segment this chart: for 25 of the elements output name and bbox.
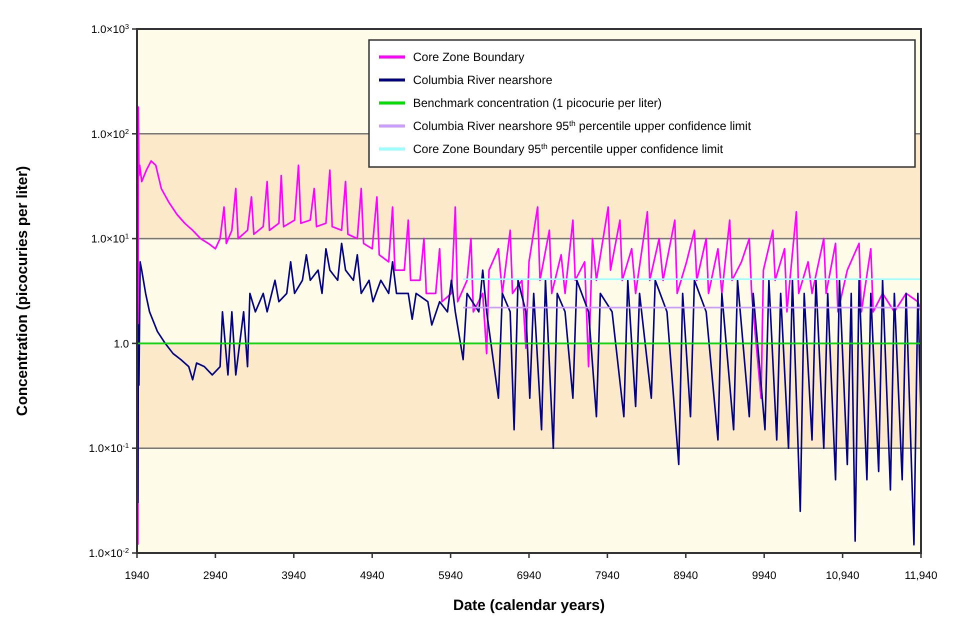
y-tick-label: 1.0×10$^{-2}$ [88, 547, 130, 560]
y-tick-label: 1.0×10$^{2}$ [91, 128, 130, 141]
y-axis-title: Concentration (picocuries per liter) [14, 166, 31, 416]
x-tick-label: 7940 [595, 570, 620, 582]
x-tick-label: 5940 [438, 570, 463, 582]
legend-label: Columbia River nearshore [413, 73, 553, 87]
x-axis-title: Date (calendar years) [453, 597, 605, 614]
x-tick-label: 4940 [360, 570, 384, 582]
y-tick-label: 1.0×10$^{1}$ [91, 232, 130, 246]
x-tick-label: 10,940 [826, 570, 860, 582]
line-series [137, 242, 921, 546]
legend-label: Benchmark concentration (1 picocurie per liter) [413, 96, 662, 110]
y-tick-label: 1.0 [114, 338, 129, 350]
x-tick-label: 8940 [674, 570, 698, 582]
x-tick-label: 11,940 [904, 570, 938, 582]
y-tick-label: 1.0×10$^{-1}$ [88, 442, 130, 456]
x-tick-label: 6940 [516, 570, 542, 582]
x-tick-label: 3940 [282, 570, 306, 582]
legend-label: Core Zone Boundary [413, 50, 524, 64]
y-tick-label: 1.0×10$^{3}$ [91, 23, 130, 36]
legend-label: Core Zone Boundary 95$^{th}$ percentile upper confidence limit [413, 142, 724, 156]
x-tick-label: 1940 [124, 570, 150, 582]
legend-label: Columbia River nearshore 95$^{th}$ percentile upper confidence limit [413, 118, 752, 133]
x-tick-label: 9940 [752, 570, 776, 582]
x-tick-label: 2940 [203, 570, 228, 582]
